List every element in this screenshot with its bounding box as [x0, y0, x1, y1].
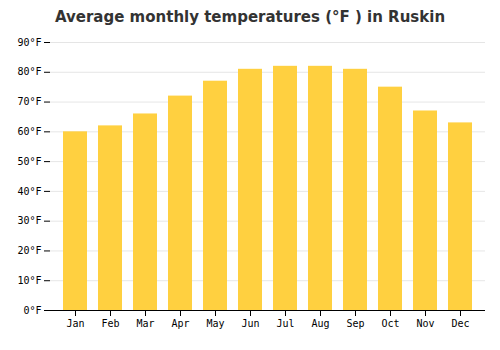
svg-text:Mar: Mar	[136, 318, 154, 329]
svg-text:20°F: 20°F	[17, 245, 41, 256]
svg-text:40°F: 40°F	[17, 186, 41, 197]
svg-text:Aug: Aug	[311, 318, 329, 329]
svg-text:70°F: 70°F	[17, 96, 41, 107]
svg-text:Feb: Feb	[101, 318, 119, 329]
svg-text:Jun: Jun	[241, 318, 259, 329]
svg-text:May: May	[206, 318, 224, 329]
svg-text:10°F: 10°F	[17, 275, 41, 286]
svg-text:Nov: Nov	[416, 318, 434, 329]
svg-text:Sep: Sep	[346, 318, 364, 329]
svg-text:Oct: Oct	[381, 318, 399, 329]
svg-text:30°F: 30°F	[17, 215, 41, 226]
html-text:Average monthly temperatures (: Average monthly temperatures (°F ) in Ru…	[54, 8, 446, 26]
svg-text:0°F: 0°F	[23, 305, 41, 316]
svg-text:Apr: Apr	[171, 318, 189, 329]
svg-text:Jan: Jan	[66, 318, 84, 329]
svg-text:90°F: 90°F	[17, 37, 41, 48]
svg-text:60°F: 60°F	[17, 126, 41, 137]
svg-text:80°F: 80°F	[17, 66, 41, 77]
svg-text:Jul: Jul	[276, 318, 294, 329]
svg-text:Dec: Dec	[451, 318, 469, 329]
svg-text:50°F: 50°F	[17, 156, 41, 167]
